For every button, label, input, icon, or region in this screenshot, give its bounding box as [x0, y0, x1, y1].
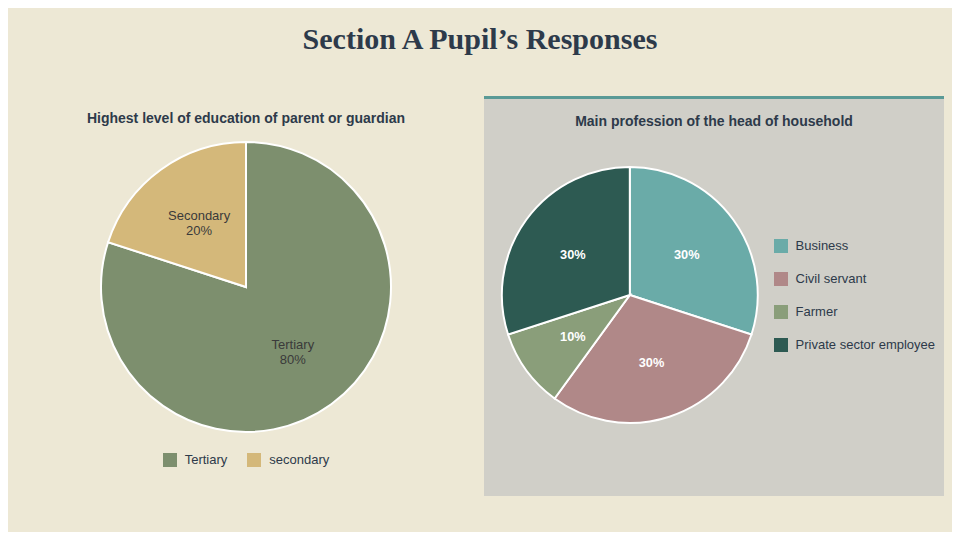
- svg-text:30%: 30%: [639, 354, 665, 369]
- html-text:Business: Business: [795, 238, 849, 253]
- html-text:Main profession of the head of: Main profession of the head of household: [575, 113, 853, 129]
- svg-text:Secondary20%: Secondary20%: [168, 207, 231, 238]
- html-text:Farmer: Farmer: [795, 304, 838, 319]
- html-text:Section A Pupil’s Responses: Section A Pupil’s Responses: [302, 22, 658, 55]
- svg-text:30%: 30%: [674, 246, 700, 261]
- html-text:Private sector employee: Private sector employee: [795, 337, 935, 352]
- html-text:Civil servant: Civil servant: [795, 271, 867, 286]
- html-text:Tertiary: Tertiary: [184, 452, 228, 467]
- svg-text:Tertiary80%: Tertiary80%: [272, 336, 315, 367]
- svg-text:10%: 10%: [560, 329, 586, 344]
- html-text:secondary: secondary: [269, 452, 330, 467]
- svg-text:30%: 30%: [560, 246, 586, 261]
- html-text:Highest level of education of: Highest level of education of parent or …: [86, 110, 406, 126]
